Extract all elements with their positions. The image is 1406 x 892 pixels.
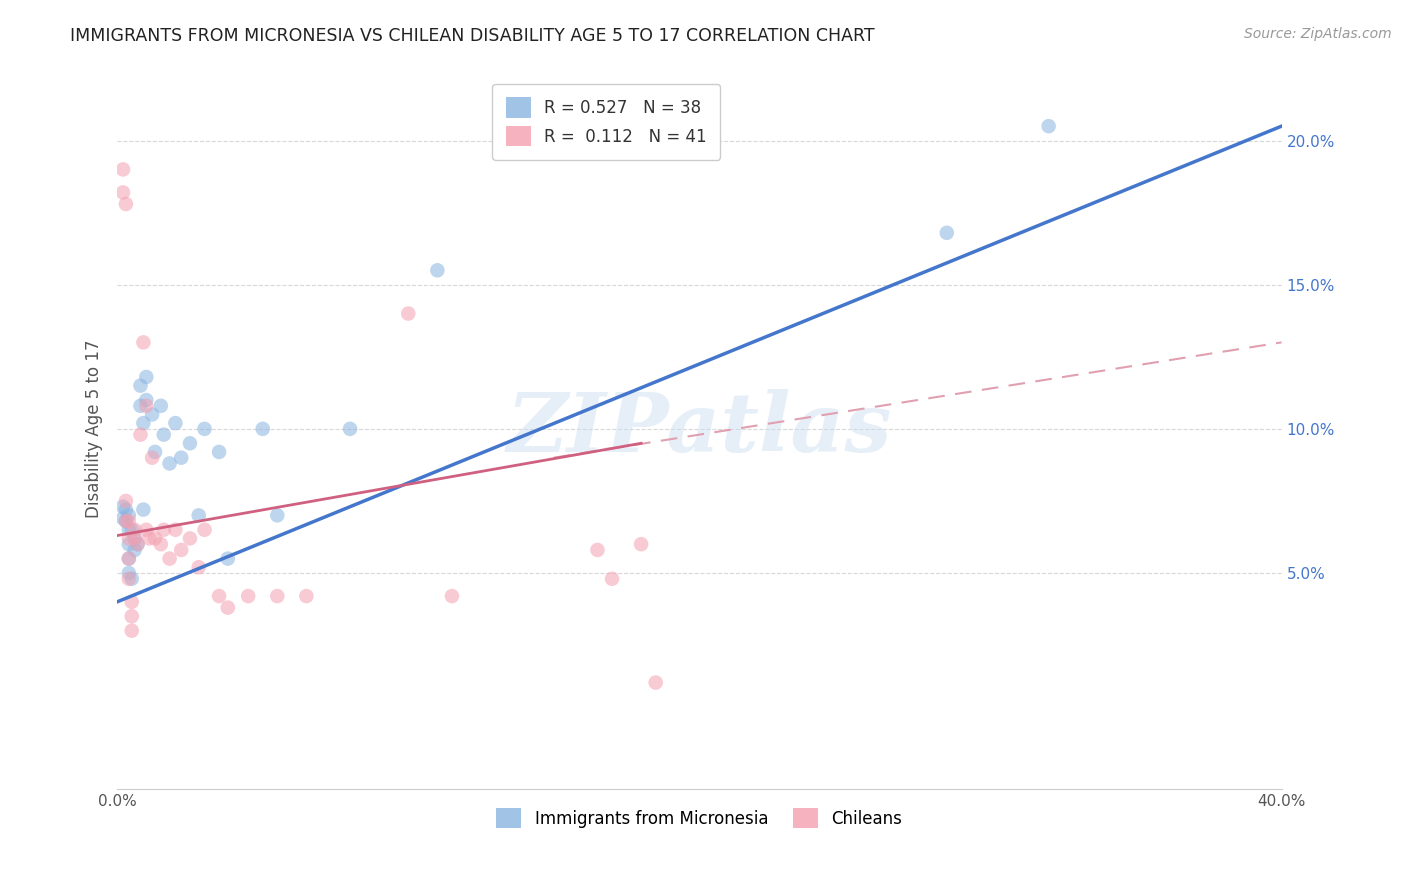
Point xyxy=(149,399,172,413)
Point xyxy=(426,263,449,277)
Point xyxy=(143,532,166,546)
Point xyxy=(115,514,138,528)
Point xyxy=(208,589,231,603)
Point xyxy=(152,523,174,537)
Point xyxy=(187,508,209,523)
Point xyxy=(238,589,260,603)
Point xyxy=(135,399,157,413)
Point xyxy=(170,450,193,465)
Point xyxy=(295,589,318,603)
Point xyxy=(115,502,138,516)
Point xyxy=(208,445,231,459)
Point xyxy=(124,523,146,537)
Point xyxy=(127,537,149,551)
Point xyxy=(129,399,152,413)
Point xyxy=(135,370,157,384)
Point xyxy=(266,508,288,523)
Point xyxy=(111,511,134,525)
Point xyxy=(135,392,157,407)
Point xyxy=(132,416,155,430)
Point xyxy=(118,572,141,586)
Point xyxy=(111,500,134,514)
Point xyxy=(132,502,155,516)
Point xyxy=(159,551,181,566)
Point xyxy=(187,560,209,574)
Text: IMMIGRANTS FROM MICRONESIA VS CHILEAN DISABILITY AGE 5 TO 17 CORRELATION CHART: IMMIGRANTS FROM MICRONESIA VS CHILEAN DI… xyxy=(70,27,875,45)
Point xyxy=(193,523,215,537)
Point xyxy=(115,514,138,528)
Point xyxy=(179,436,201,450)
Point xyxy=(118,532,141,546)
Point xyxy=(600,572,623,586)
Point xyxy=(124,543,146,558)
Point xyxy=(121,572,143,586)
Y-axis label: Disability Age 5 to 17: Disability Age 5 to 17 xyxy=(86,340,103,518)
Text: ZIPatlas: ZIPatlas xyxy=(506,389,891,469)
Point xyxy=(118,514,141,528)
Point xyxy=(179,532,201,546)
Point xyxy=(118,537,141,551)
Point xyxy=(252,422,274,436)
Point xyxy=(141,408,163,422)
Point xyxy=(149,537,172,551)
Point xyxy=(124,532,146,546)
Point xyxy=(115,494,138,508)
Point xyxy=(118,551,141,566)
Point xyxy=(118,566,141,580)
Point xyxy=(138,532,160,546)
Point xyxy=(143,445,166,459)
Point xyxy=(132,335,155,350)
Point xyxy=(193,422,215,436)
Point xyxy=(111,186,134,200)
Legend: Immigrants from Micronesia, Chileans: Immigrants from Micronesia, Chileans xyxy=(489,801,910,835)
Point xyxy=(121,609,143,624)
Point xyxy=(165,416,187,430)
Point xyxy=(217,551,239,566)
Point xyxy=(129,427,152,442)
Point xyxy=(396,307,419,321)
Point xyxy=(170,543,193,558)
Point xyxy=(1038,119,1060,133)
Point xyxy=(118,551,141,566)
Point xyxy=(339,422,361,436)
Point xyxy=(644,675,666,690)
Point xyxy=(115,197,138,211)
Point xyxy=(630,537,652,551)
Point xyxy=(118,508,141,523)
Point xyxy=(118,523,141,537)
Point xyxy=(121,523,143,537)
Point xyxy=(141,450,163,465)
Point xyxy=(935,226,957,240)
Point xyxy=(266,589,288,603)
Point xyxy=(586,543,609,558)
Point xyxy=(129,378,152,392)
Point xyxy=(159,457,181,471)
Point xyxy=(152,427,174,442)
Point xyxy=(121,595,143,609)
Point xyxy=(121,624,143,638)
Point xyxy=(217,600,239,615)
Point xyxy=(127,537,149,551)
Point xyxy=(165,523,187,537)
Point xyxy=(124,532,146,546)
Point xyxy=(440,589,463,603)
Point xyxy=(111,162,134,177)
Point xyxy=(135,523,157,537)
Text: Source: ZipAtlas.com: Source: ZipAtlas.com xyxy=(1244,27,1392,41)
